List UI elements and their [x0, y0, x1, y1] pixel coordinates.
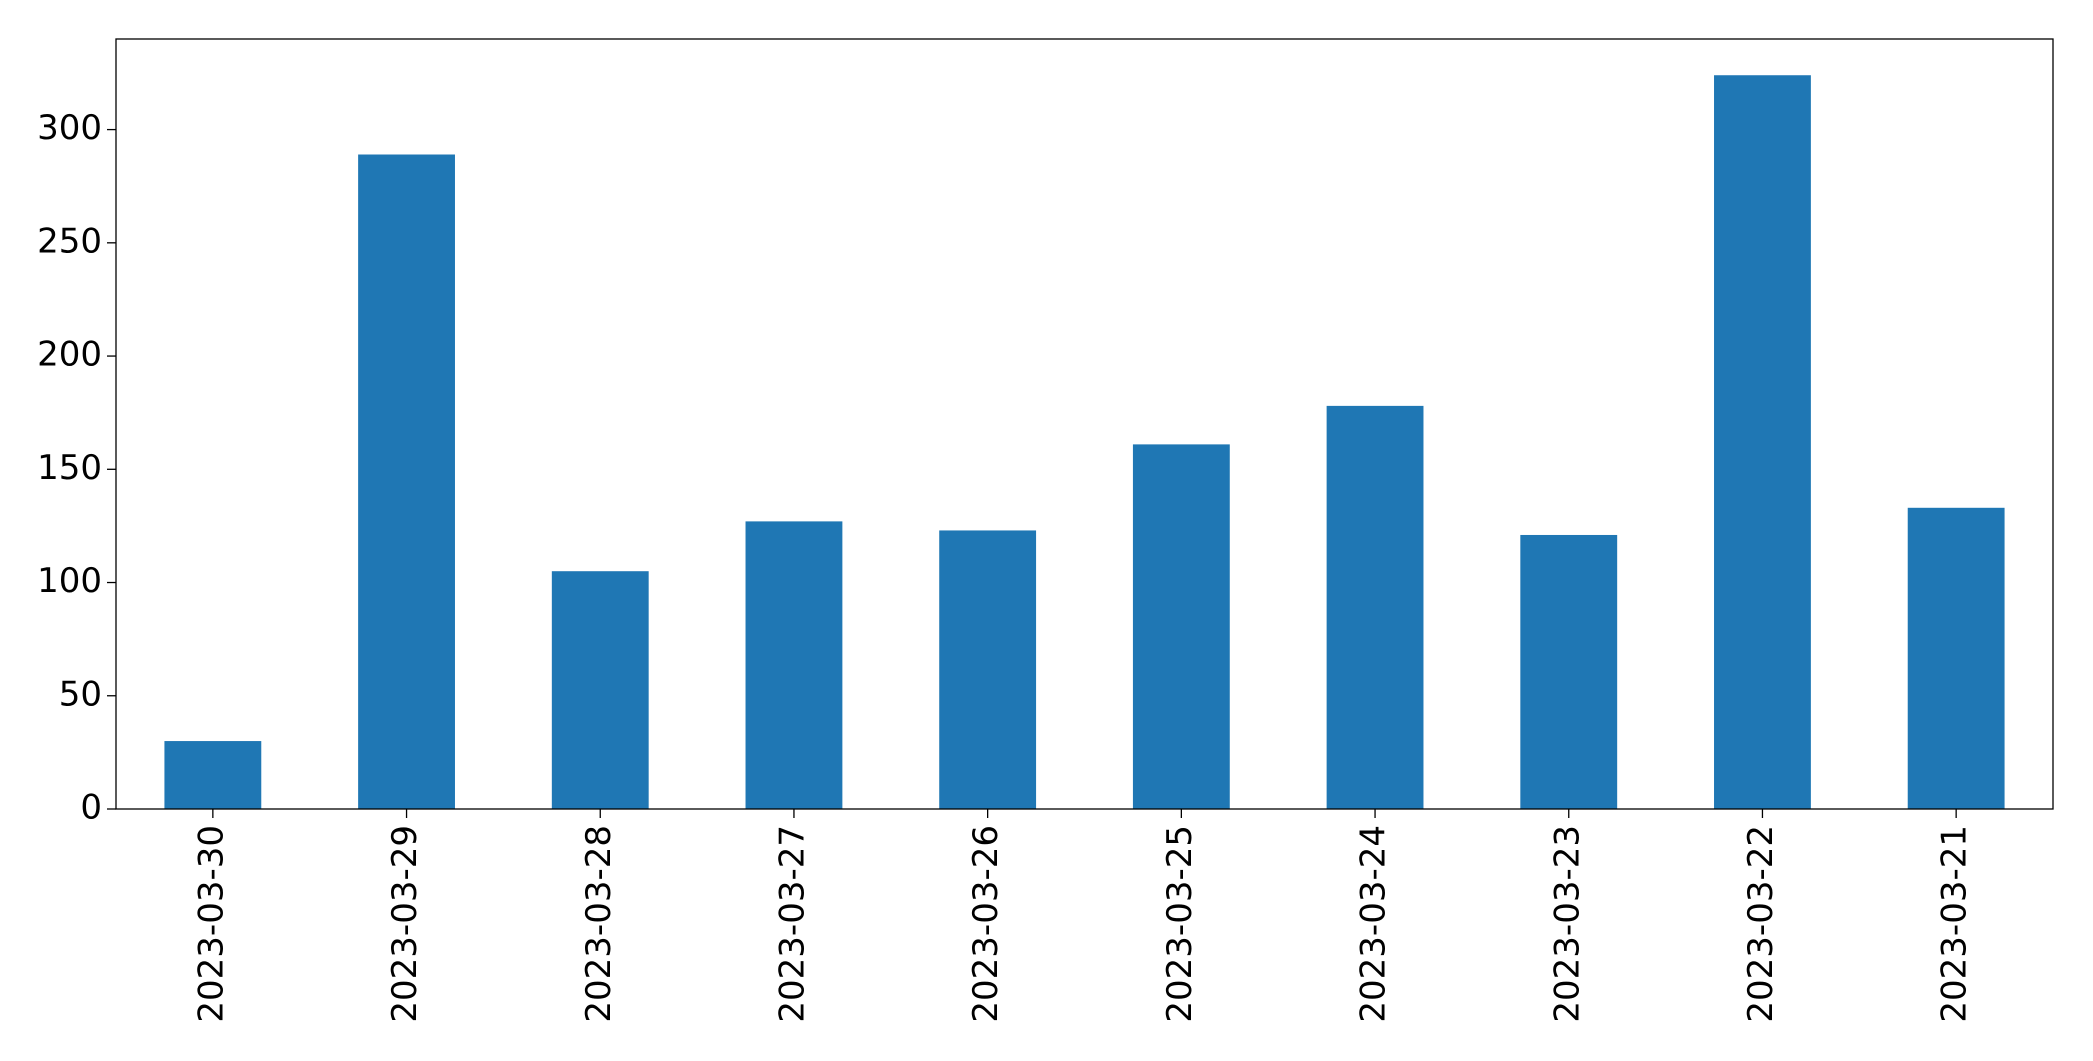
y-tick-label: 100 — [37, 561, 102, 601]
x-tick-label: 2023-03-29 — [385, 825, 425, 1023]
bar — [1326, 405, 1424, 809]
y-tick-label: 300 — [37, 108, 102, 148]
bar — [1714, 75, 1811, 809]
bar — [164, 741, 262, 809]
x-tick-label: 2023-03-21 — [1935, 825, 1975, 1023]
x-tick-label: 2023-03-25 — [1160, 825, 1200, 1023]
x-tick-label: 2023-03-30 — [191, 825, 231, 1023]
x-tick-label: 2023-03-22 — [1741, 825, 1781, 1023]
y-tick-label: 50 — [59, 674, 102, 714]
x-tick-label: 2023-03-26 — [966, 825, 1006, 1023]
y-tick-label: 250 — [37, 221, 102, 261]
bar — [939, 530, 1037, 809]
bar — [745, 521, 843, 809]
bar — [1907, 507, 2005, 809]
x-tick-label: 2023-03-28 — [579, 825, 619, 1023]
y-tick-label: 150 — [37, 448, 102, 488]
plot-frame — [115, 38, 2054, 810]
y-tick-label: 0 — [80, 788, 102, 828]
y-tick-label: 200 — [37, 335, 102, 375]
x-tick-label: 2023-03-27 — [772, 825, 812, 1023]
bar — [1132, 444, 1230, 809]
x-tick-label: 2023-03-24 — [1354, 825, 1394, 1023]
bar — [1520, 534, 1618, 809]
bar — [551, 571, 649, 809]
bar — [358, 154, 455, 809]
x-tick-label: 2023-03-23 — [1547, 825, 1587, 1023]
